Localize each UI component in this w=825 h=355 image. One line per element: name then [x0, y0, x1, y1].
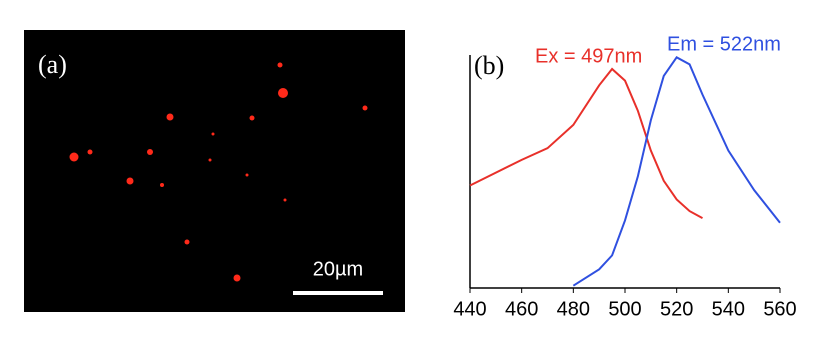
x-tick-label: 480	[557, 298, 590, 320]
panel-label: (a)	[38, 50, 67, 79]
series-label: Ex = 497nm	[535, 45, 642, 67]
x-tick-label: 540	[712, 298, 745, 320]
x-tick-label: 460	[505, 298, 538, 320]
particles	[69, 62, 368, 282]
micrograph-background	[24, 30, 405, 312]
x-tick-label: 560	[763, 298, 796, 320]
scale-bar-label: 20µm	[313, 258, 363, 280]
series-label: Em = 522nm	[667, 33, 781, 55]
micrograph: (a) 20µm	[24, 30, 405, 312]
series-line	[469, 67, 703, 219]
panel-label: (b)	[474, 51, 504, 80]
y-axis-label: Relative Fluorescence Units	[310, 61, 354, 259]
series-line	[572, 56, 781, 287]
x-tick-label: 520	[660, 298, 693, 320]
x-tick-label: 500	[608, 298, 641, 320]
x-tick-label: 440	[453, 298, 486, 320]
